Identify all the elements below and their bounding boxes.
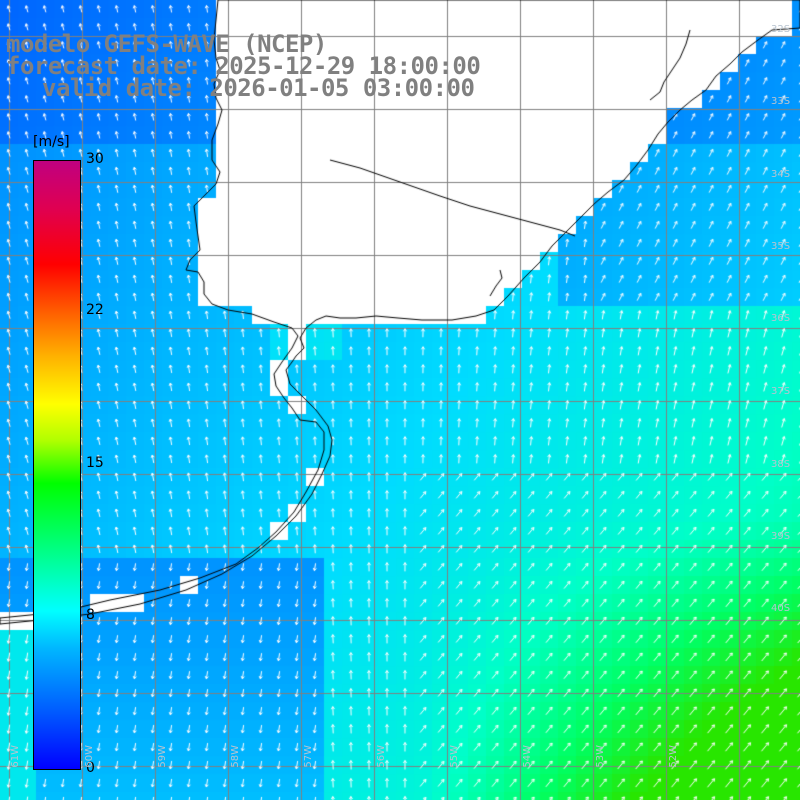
lat-label: 37S: [771, 386, 791, 397]
forecast-date: forecast date: 2025-12-29 18:00:00: [6, 52, 481, 80]
lon-label: 59W: [157, 745, 168, 768]
colorbar-tick-30: 30: [86, 151, 104, 167]
model-title: modelo GEFS-WAVE (NCEP): [6, 30, 327, 58]
colorbar-tick-0: 0: [86, 760, 95, 776]
lat-label: 36S: [771, 313, 791, 324]
lon-label: 61W: [10, 745, 21, 768]
lat-label: 34S: [771, 169, 791, 180]
valid-date: valid date: 2026-01-05 03:00:00: [42, 74, 475, 102]
lat-label: 35S: [771, 241, 791, 252]
lat-label: 33S: [771, 96, 791, 107]
lon-label: 57W: [303, 745, 314, 768]
colorbar-tick-15: 15: [86, 455, 104, 471]
colorbar-unit: [m/s]: [33, 134, 70, 150]
lat-label: 39S: [771, 531, 791, 542]
lon-label: 52W: [668, 745, 679, 768]
lon-label: 56W: [376, 745, 387, 768]
colorbar-tick-8: 8: [86, 607, 95, 623]
colorbar-gradient: [33, 160, 81, 770]
lat-label: 40S: [771, 603, 791, 614]
lat-label: 32S: [771, 24, 791, 35]
lon-label: 54W: [522, 745, 533, 768]
lon-label: 60W: [84, 745, 95, 768]
lon-label: 53W: [595, 745, 606, 768]
lon-label: 58W: [230, 745, 241, 768]
lon-label: 55W: [449, 745, 460, 768]
lat-label: 38S: [771, 459, 791, 470]
colorbar-tick-22: 22: [86, 302, 104, 318]
